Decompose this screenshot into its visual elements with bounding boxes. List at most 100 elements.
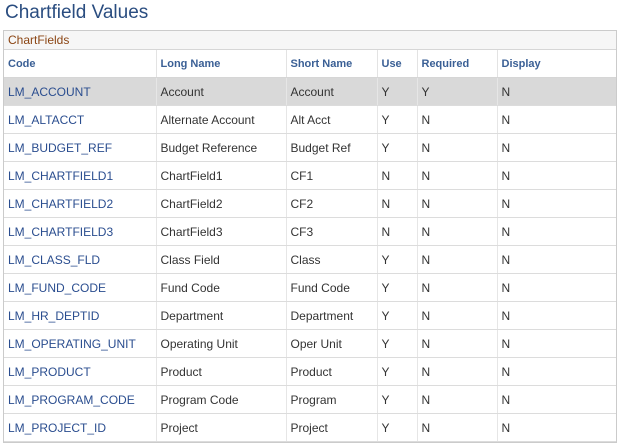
cell-short-name: Program bbox=[286, 385, 378, 414]
cell-short-name: CF3 bbox=[286, 217, 378, 246]
column-header-code[interactable]: Code bbox=[4, 50, 157, 78]
cell-long-name: ChartField1 bbox=[156, 161, 287, 190]
cell-display: N bbox=[497, 413, 616, 442]
column-header-short-name[interactable]: Short Name bbox=[286, 50, 378, 78]
cell-long-name: Alternate Account bbox=[156, 105, 287, 134]
table-row[interactable]: LM_CHARTFIELD2 ChartField2 CF2 N N N bbox=[4, 189, 616, 218]
cell-long-name: Project bbox=[156, 413, 287, 442]
cell-required: N bbox=[417, 301, 498, 330]
cell-long-name: Account bbox=[156, 77, 287, 106]
cell-use: N bbox=[377, 161, 418, 190]
cell-long-name: Product bbox=[156, 357, 287, 386]
cell-required: Y bbox=[417, 77, 498, 106]
cell-use: Y bbox=[377, 273, 418, 302]
cell-required: N bbox=[417, 217, 498, 246]
cell-long-name: ChartField2 bbox=[156, 189, 287, 218]
cell-display: N bbox=[497, 105, 616, 134]
grid-caption: ChartFields bbox=[4, 31, 616, 50]
cell-code[interactable]: LM_HR_DEPTID bbox=[4, 301, 157, 330]
cell-display: N bbox=[497, 245, 616, 274]
cell-code[interactable]: LM_PROGRAM_CODE bbox=[4, 385, 157, 414]
cell-display: N bbox=[497, 161, 616, 190]
cell-display: N bbox=[497, 273, 616, 302]
table-row[interactable]: LM_BUDGET_REF Budget Reference Budget Ref Y… bbox=[4, 133, 616, 162]
cell-short-name: Product bbox=[286, 357, 378, 386]
cell-required: N bbox=[417, 245, 498, 274]
cell-use: N bbox=[377, 217, 418, 246]
cell-required: N bbox=[417, 273, 498, 302]
cell-required: N bbox=[417, 189, 498, 218]
cell-use: N bbox=[377, 189, 418, 218]
cell-short-name: Class bbox=[286, 245, 378, 274]
cell-display: N bbox=[497, 133, 616, 162]
cell-required: N bbox=[417, 413, 498, 442]
cell-long-name: Program Code bbox=[156, 385, 287, 414]
cell-short-name: Fund Code bbox=[286, 273, 378, 302]
column-header-required[interactable]: Required bbox=[417, 50, 498, 78]
cell-use: Y bbox=[377, 133, 418, 162]
cell-use: Y bbox=[377, 413, 418, 442]
cell-use: Y bbox=[377, 357, 418, 386]
table-row[interactable]: LM_OPERATING_UNIT Operating Unit Oper Unit… bbox=[4, 329, 616, 358]
table-row[interactable]: LM_CHARTFIELD3 ChartField3 CF3 N N N bbox=[4, 217, 616, 246]
page-title: Chartfield Values bbox=[5, 2, 149, 23]
column-header-long-name[interactable]: Long Name bbox=[156, 50, 287, 78]
table-row[interactable]: LM_ACCOUNT Account Account Y Y N bbox=[4, 77, 616, 106]
cell-code[interactable]: LM_PRODUCT bbox=[4, 357, 157, 386]
cell-use: Y bbox=[377, 329, 418, 358]
cell-display: N bbox=[497, 189, 616, 218]
cell-long-name: ChartField3 bbox=[156, 217, 287, 246]
cell-short-name: Budget Ref bbox=[286, 133, 378, 162]
cell-short-name: Account bbox=[286, 77, 378, 106]
cell-display: N bbox=[497, 217, 616, 246]
cell-short-name: CF2 bbox=[286, 189, 378, 218]
table-row[interactable]: LM_ALTACCT Alternate Account Alt Acct Y N N bbox=[4, 105, 616, 134]
cell-display: N bbox=[497, 385, 616, 414]
cell-code[interactable]: LM_BUDGET_REF bbox=[4, 133, 157, 162]
chartfields-table: Code Long Name Short Name Use Required D… bbox=[4, 50, 616, 442]
cell-use: Y bbox=[377, 105, 418, 134]
cell-use: Y bbox=[377, 385, 418, 414]
cell-required: N bbox=[417, 357, 498, 386]
cell-code[interactable]: LM_CHARTFIELD2 bbox=[4, 189, 157, 218]
table-row[interactable]: LM_FUND_CODE Fund Code Fund Code Y N N bbox=[4, 273, 616, 302]
cell-code[interactable]: LM_PROJECT_ID bbox=[4, 413, 157, 442]
cell-code[interactable]: LM_ACCOUNT bbox=[4, 77, 157, 106]
cell-code[interactable]: LM_CHARTFIELD3 bbox=[4, 217, 157, 246]
table-row[interactable]: LM_PRODUCT Product Product Y N N bbox=[4, 357, 616, 386]
table-row[interactable]: LM_HR_DEPTID Department Department Y N N bbox=[4, 301, 616, 330]
cell-use: Y bbox=[377, 245, 418, 274]
cell-required: N bbox=[417, 329, 498, 358]
table-row[interactable]: LM_CLASS_FLD Class Field Class Y N N bbox=[4, 245, 616, 274]
cell-code[interactable]: LM_FUND_CODE bbox=[4, 273, 157, 302]
cell-short-name: Alt Acct bbox=[286, 105, 378, 134]
cell-required: N bbox=[417, 161, 498, 190]
column-header-use[interactable]: Use bbox=[377, 50, 418, 78]
cell-code[interactable]: LM_CLASS_FLD bbox=[4, 245, 157, 274]
table-row[interactable]: LM_PROGRAM_CODE Program Code Program Y N N bbox=[4, 385, 616, 414]
cell-display: N bbox=[497, 77, 616, 106]
cell-code[interactable]: LM_OPERATING_UNIT bbox=[4, 329, 157, 358]
cell-long-name: Fund Code bbox=[156, 273, 287, 302]
cell-code[interactable]: LM_CHARTFIELD1 bbox=[4, 161, 157, 190]
cell-long-name: Class Field bbox=[156, 245, 287, 274]
cell-short-name: Department bbox=[286, 301, 378, 330]
cell-long-name: Operating Unit bbox=[156, 329, 287, 358]
cell-code[interactable]: LM_ALTACCT bbox=[4, 105, 157, 134]
cell-short-name: CF1 bbox=[286, 161, 378, 190]
cell-use: Y bbox=[377, 301, 418, 330]
column-header-display[interactable]: Display bbox=[497, 50, 616, 78]
cell-display: N bbox=[497, 301, 616, 330]
cell-short-name: Project bbox=[286, 413, 378, 442]
table-body: LM_ACCOUNT Account Account Y Y N LM_ALTACCT Alt… bbox=[4, 77, 616, 442]
chartfields-grid: ChartFields Code Long Name Short Name Us… bbox=[3, 30, 617, 443]
cell-short-name: Oper Unit bbox=[286, 329, 378, 358]
cell-display: N bbox=[497, 329, 616, 358]
table-row[interactable]: LM_CHARTFIELD1 ChartField1 CF1 N N N bbox=[4, 161, 616, 190]
cell-use: Y bbox=[377, 77, 418, 106]
cell-required: N bbox=[417, 105, 498, 134]
table-row[interactable]: LM_PROJECT_ID Project Project Y N N bbox=[4, 413, 616, 442]
cell-required: N bbox=[417, 133, 498, 162]
cell-long-name: Department bbox=[156, 301, 287, 330]
table-header-row: Code Long Name Short Name Use Required D… bbox=[4, 50, 616, 78]
